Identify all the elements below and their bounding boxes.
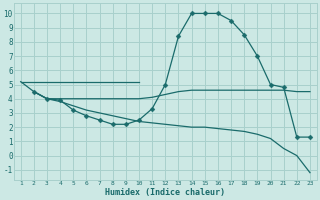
X-axis label: Humidex (Indice chaleur): Humidex (Indice chaleur)	[105, 188, 225, 197]
